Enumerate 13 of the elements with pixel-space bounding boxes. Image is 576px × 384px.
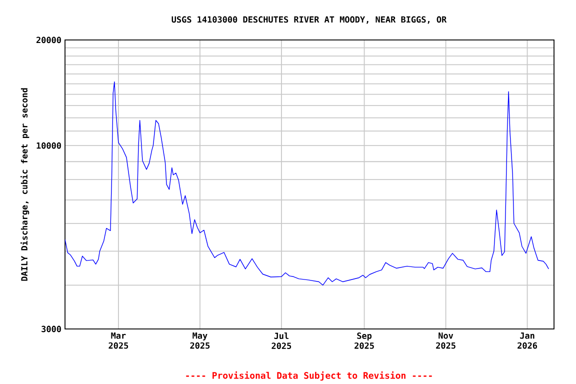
- line-series: [65, 81, 550, 286]
- x-tick-label: Jul 2025: [272, 332, 292, 350]
- x-tick-label: Mar 2025: [108, 332, 128, 349]
- y-tick-label: 10000: [36, 142, 61, 149]
- x-tick-label: Sep 2025: [354, 332, 374, 349]
- x-tick-label: Jan 2026: [518, 332, 538, 349]
- text: ---- Provisional Data Subject to Revision ----: [186, 371, 432, 381]
- y-tick-label: 20000: [36, 36, 61, 44]
- y-tick-label: 3000: [42, 326, 61, 332]
- chart-title: USGS 14103000 DESCHUTES RIVER AT MOODY, NEAR BIGGS, OR: [172, 16, 447, 24]
- y-axis-title: DAILY Discharge, cubic feet per second: [20, 88, 30, 281]
- x-tick-label: May 2025: [190, 332, 210, 349]
- x-tick-label: Nov 2025: [436, 332, 456, 349]
